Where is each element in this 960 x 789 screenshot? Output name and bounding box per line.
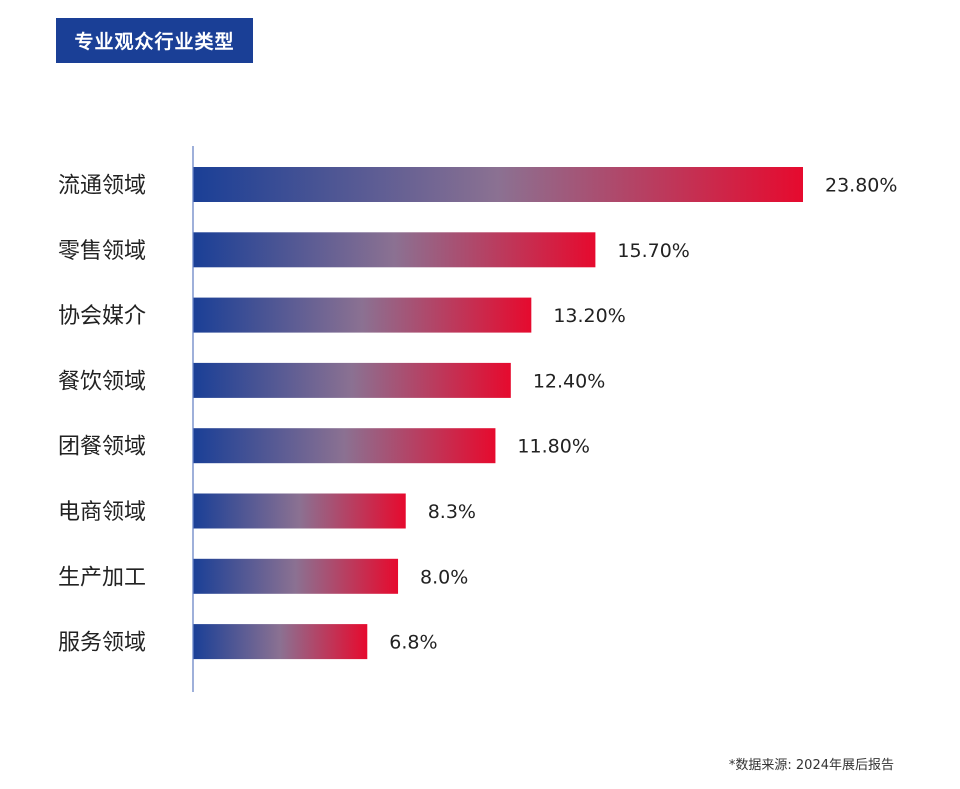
bar: [193, 167, 803, 202]
chart-title-box: 专业观众行业类型: [56, 18, 253, 63]
chart-title: 专业观众行业类型: [74, 31, 235, 53]
bar: [193, 362, 511, 398]
bar: [193, 558, 399, 594]
value-label: 12.40%: [533, 370, 605, 392]
value-label: 13.20%: [553, 305, 625, 327]
value-label: 8.3%: [428, 501, 476, 523]
category-label: 电商领域: [58, 500, 146, 525]
category-label: 协会媒介: [58, 304, 146, 329]
value-label: 15.70%: [617, 240, 689, 262]
category-label: 餐饮领域: [58, 369, 146, 394]
bar: [193, 624, 368, 660]
value-label: 8.0%: [420, 566, 468, 588]
bar: [193, 493, 406, 529]
bar: [193, 297, 532, 333]
value-label: 23.80%: [825, 175, 897, 197]
category-label: 服务领域: [58, 631, 146, 656]
source-note: *数据来源: 2024年展后报告: [728, 758, 894, 773]
category-label: 流通领域: [58, 174, 146, 199]
value-label: 11.80%: [517, 436, 589, 458]
category-label: 团餐领域: [58, 435, 146, 460]
bar: [193, 232, 596, 268]
category-label: 零售领域: [58, 239, 146, 264]
category-label: 生产加工: [58, 565, 146, 590]
value-label: 6.8%: [389, 632, 437, 654]
bar: [193, 428, 496, 464]
